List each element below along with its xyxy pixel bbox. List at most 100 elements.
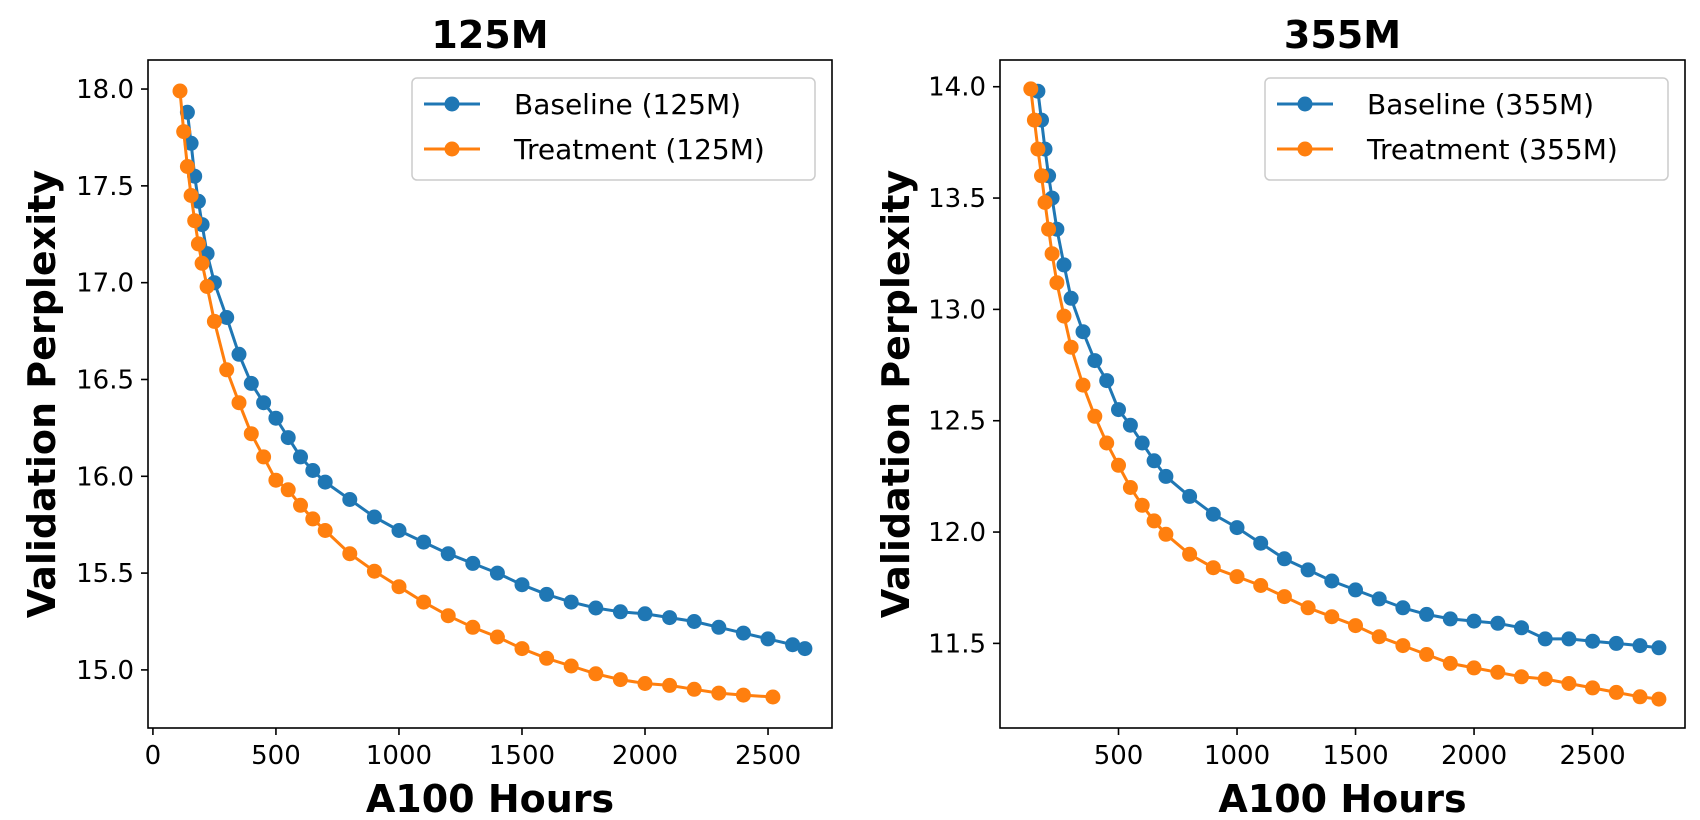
legend-marker bbox=[1297, 96, 1313, 112]
data-point bbox=[612, 672, 628, 688]
data-point bbox=[1063, 290, 1079, 306]
x-tick-label: 2500 bbox=[735, 741, 801, 771]
data-point bbox=[1146, 513, 1162, 529]
data-point bbox=[1632, 638, 1648, 654]
data-point bbox=[1205, 506, 1221, 522]
data-point bbox=[1514, 669, 1529, 685]
y-tick-label: 16.0 bbox=[76, 462, 134, 492]
data-point bbox=[797, 641, 813, 657]
data-point bbox=[1632, 689, 1648, 705]
x-tick-label: 500 bbox=[251, 741, 301, 771]
data-point bbox=[465, 555, 481, 571]
y-tick-label: 16.5 bbox=[76, 365, 134, 395]
data-point bbox=[342, 546, 358, 562]
data-point bbox=[1063, 339, 1079, 355]
data-point bbox=[735, 687, 751, 703]
data-point bbox=[293, 497, 308, 513]
data-point bbox=[1276, 551, 1292, 567]
data-point bbox=[1348, 618, 1363, 634]
data-point bbox=[1651, 691, 1667, 707]
data-point bbox=[1561, 676, 1577, 691]
data-point bbox=[183, 135, 199, 151]
data-point bbox=[662, 610, 678, 626]
data-point bbox=[1395, 600, 1411, 616]
series-baseline bbox=[179, 104, 813, 657]
y-tick-label: 17.0 bbox=[76, 269, 134, 299]
data-point bbox=[268, 472, 284, 488]
y-tick-label: 13.5 bbox=[928, 184, 986, 214]
data-point bbox=[256, 449, 272, 465]
data-point bbox=[588, 666, 604, 682]
data-point bbox=[1122, 417, 1138, 433]
legend-box bbox=[1264, 77, 1669, 181]
data-point bbox=[1146, 453, 1162, 469]
legend-box bbox=[411, 77, 816, 181]
data-point bbox=[1075, 324, 1091, 340]
data-point bbox=[1134, 497, 1150, 513]
data-point bbox=[1087, 353, 1103, 369]
data-point bbox=[1253, 578, 1269, 593]
data-point bbox=[256, 395, 272, 411]
data-point bbox=[765, 689, 781, 705]
y-tick-label: 18.0 bbox=[76, 75, 134, 105]
data-point bbox=[735, 625, 751, 641]
data-point bbox=[1608, 684, 1624, 700]
data-point bbox=[1075, 377, 1091, 393]
data-point bbox=[179, 159, 195, 174]
legend-item-treatment: Treatment (125M) bbox=[424, 133, 765, 166]
data-point bbox=[1134, 435, 1150, 451]
data-point bbox=[1419, 606, 1435, 622]
data-point bbox=[1041, 221, 1057, 237]
data-point bbox=[1253, 535, 1269, 551]
data-point bbox=[416, 594, 432, 610]
y-tick-label: 15.5 bbox=[76, 559, 134, 589]
data-point bbox=[637, 676, 653, 691]
data-point bbox=[1229, 520, 1245, 536]
data-point bbox=[1395, 638, 1411, 654]
data-point bbox=[317, 523, 333, 538]
legend-marker bbox=[444, 141, 460, 157]
data-point bbox=[366, 509, 382, 525]
data-point bbox=[1537, 671, 1553, 687]
data-point bbox=[1229, 569, 1245, 585]
data-point bbox=[588, 600, 604, 616]
data-point bbox=[206, 313, 222, 329]
chart-panel-355m: 355M 500 1000 1500 2000 2500 11.5 12.0 12.5 13.0 1… bbox=[874, 13, 1686, 820]
data-point bbox=[391, 579, 407, 595]
data-point bbox=[1087, 408, 1103, 424]
data-point bbox=[391, 523, 407, 538]
y-tick-label: 13.0 bbox=[928, 295, 986, 325]
y-tick-label: 12.0 bbox=[928, 518, 986, 548]
data-point bbox=[1099, 373, 1115, 389]
x-tick-label: 1500 bbox=[1322, 741, 1388, 771]
data-point bbox=[1026, 112, 1042, 128]
data-point bbox=[1514, 620, 1529, 636]
data-point bbox=[1056, 308, 1072, 324]
data-point bbox=[440, 608, 456, 624]
x-tick-label: 1000 bbox=[366, 741, 432, 771]
data-point bbox=[231, 346, 247, 362]
legend: Baseline (125M) Treatment (125M) bbox=[411, 77, 816, 181]
y-tick-label: 14.0 bbox=[928, 73, 986, 103]
data-point bbox=[1049, 275, 1065, 291]
data-point bbox=[194, 255, 210, 271]
data-point bbox=[637, 606, 653, 622]
axes-frame bbox=[147, 59, 833, 729]
x-tick-label: 1000 bbox=[1204, 741, 1270, 771]
data-point bbox=[563, 594, 579, 610]
data-point bbox=[1044, 246, 1060, 262]
data-point bbox=[1099, 435, 1115, 451]
data-point bbox=[662, 677, 678, 693]
y-tick-label: 11.5 bbox=[928, 629, 986, 659]
data-point bbox=[190, 236, 206, 252]
data-point bbox=[1324, 609, 1340, 625]
data-point bbox=[1466, 613, 1482, 629]
data-point bbox=[1608, 635, 1624, 651]
data-point bbox=[243, 375, 259, 391]
data-point bbox=[1300, 600, 1316, 616]
data-point bbox=[1442, 655, 1458, 671]
data-point bbox=[612, 604, 628, 620]
data-point bbox=[1348, 582, 1363, 598]
chart-title: 125M bbox=[431, 13, 548, 57]
data-point bbox=[1122, 480, 1138, 495]
